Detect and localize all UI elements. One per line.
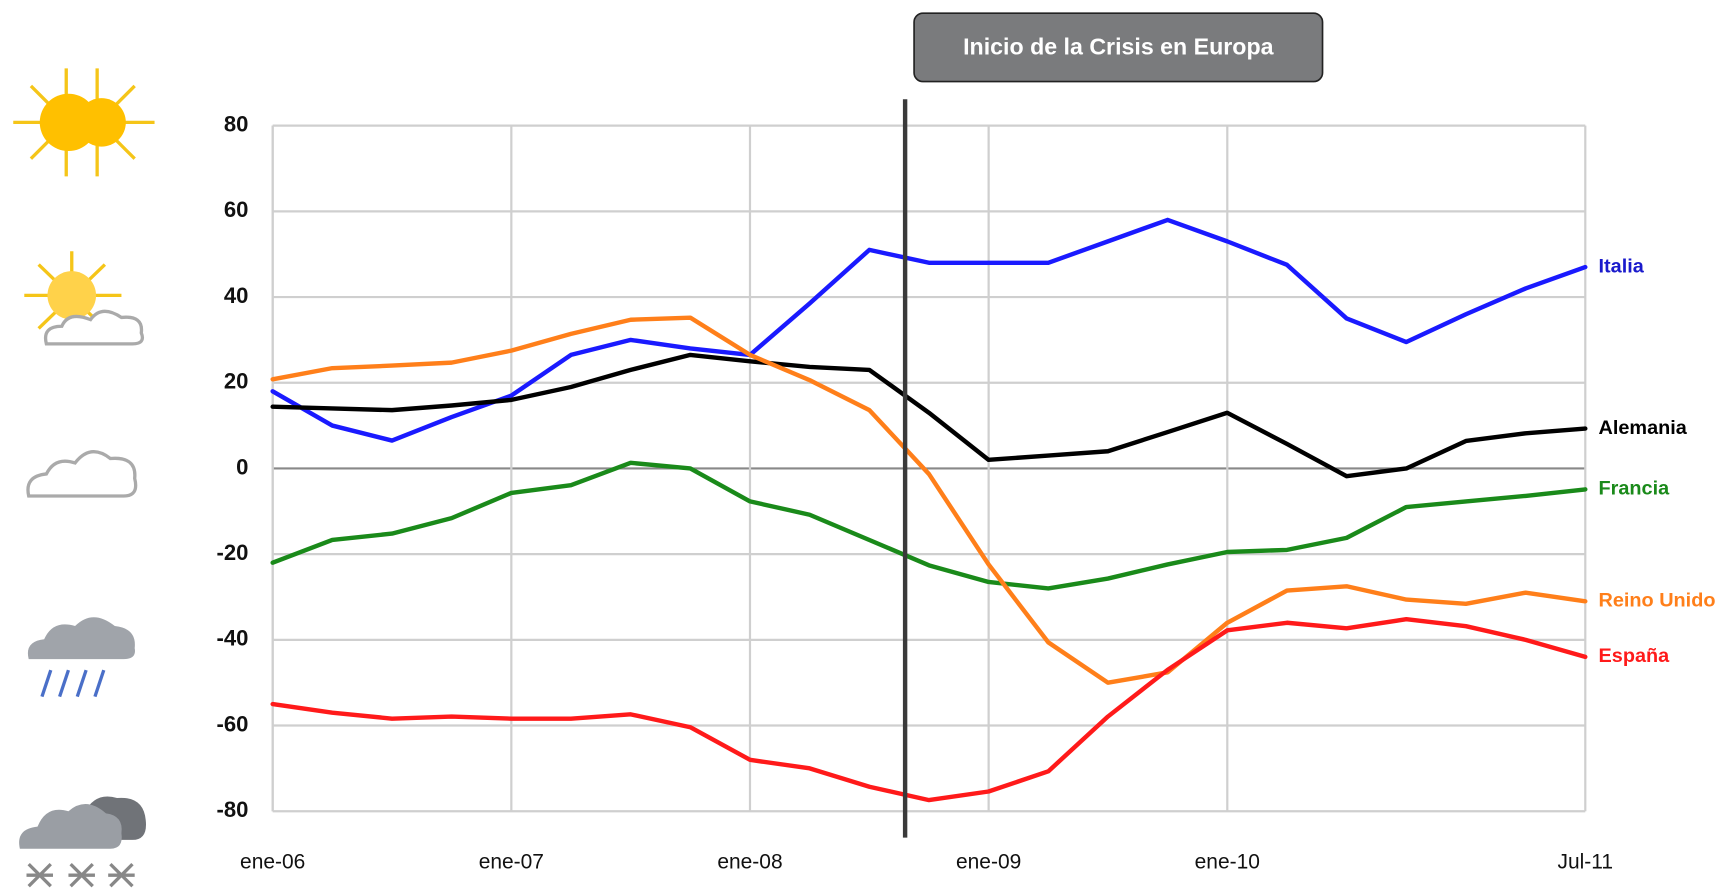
x-tick-label: ene-08 — [717, 851, 782, 874]
sun-icon — [13, 68, 155, 177]
snow-icon — [19, 796, 146, 888]
sun-cloud-icon — [24, 251, 145, 346]
series-line — [270, 617, 1588, 803]
series-label: Alemania — [1599, 417, 1688, 439]
grid: -80 -60 -40 -20 0 20 40 60 80 ene-06 ene-07 ene-08 e… — [216, 111, 1613, 873]
y-tick-label: 60 — [224, 197, 249, 222]
cloud-icon — [26, 450, 138, 498]
series-lines: Italia Alemania Francia Reino Unido España — [270, 99, 1716, 838]
y-tick-label: -40 — [216, 626, 248, 651]
series-line — [270, 352, 1588, 479]
x-tick-label: ene-07 — [479, 851, 544, 874]
y-tick-label: 40 — [224, 283, 249, 308]
x-tick-label: Jul-11 — [1558, 851, 1614, 874]
x-tick-label: ene-06 — [240, 851, 305, 874]
y-tick-label: -60 — [216, 711, 248, 736]
y-tick-label: -80 — [216, 797, 248, 822]
series-label: Francia — [1599, 478, 1671, 500]
series-label: España — [1599, 645, 1671, 667]
series-line — [270, 217, 1588, 443]
annotation-box — [913, 12, 1324, 83]
y-tick-label: 0 — [236, 454, 248, 479]
series-line — [270, 460, 1588, 591]
series-label: Italia — [1599, 255, 1645, 277]
x-tick-label: ene-10 — [1195, 851, 1260, 874]
y-tick-label: 20 — [224, 369, 249, 394]
series-label: Reino Unido — [1599, 590, 1716, 612]
y-tick-label: 80 — [224, 111, 249, 136]
x-tick-label: ene-09 — [956, 851, 1021, 874]
weather-icons — [13, 68, 155, 888]
series-line — [270, 315, 1588, 685]
rain-icon — [27, 617, 135, 698]
y-tick-label: -20 — [216, 540, 248, 565]
annotation: Inicio de la Crisis en Europa — [913, 12, 1324, 83]
annotation-text: Inicio de la Crisis en Europa — [963, 34, 1274, 60]
